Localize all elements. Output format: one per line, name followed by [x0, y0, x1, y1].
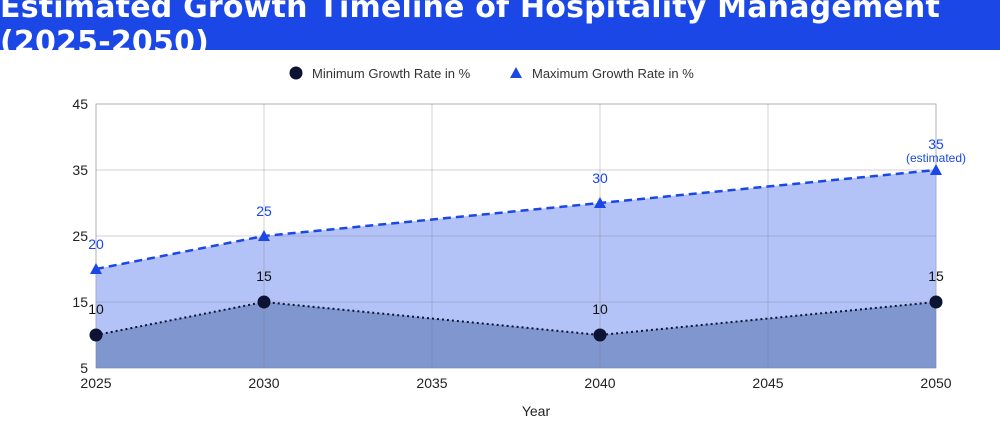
max-growth-point	[258, 230, 270, 241]
max-growth-line	[95, 168, 937, 271]
max-growth-data-label: 20	[88, 236, 104, 252]
max-growth-point	[594, 197, 606, 208]
x-tick-label: 2045	[752, 375, 783, 391]
x-axis-title: Year	[522, 403, 551, 419]
y-tick-label: 35	[72, 162, 88, 178]
legend-min-marker	[289, 66, 303, 80]
min-growth-point	[257, 295, 271, 309]
min-growth-data-label: 15	[256, 268, 272, 284]
y-tick-label: 25	[72, 228, 88, 244]
max-growth-point	[930, 164, 942, 175]
x-tick-label: 2035	[416, 375, 447, 391]
min-growth-data-label: 10	[88, 301, 104, 317]
x-tick-label: 2025	[80, 375, 111, 391]
min-growth-area	[96, 302, 936, 368]
title-bar: Estimated Growth Timeline of Hospitality…	[0, 0, 1000, 60]
legend-max-marker	[510, 67, 522, 78]
min-growth-point	[593, 328, 607, 342]
min-growth-data-label: 15	[928, 268, 944, 284]
max-growth-data-label: 25	[256, 203, 272, 219]
x-tick-label: 2050	[920, 375, 951, 391]
max-growth-point	[90, 263, 102, 274]
x-tick-label: 2030	[248, 375, 279, 391]
chart-title: Estimated Growth Timeline of Hospitality…	[0, 0, 940, 60]
min-growth-point	[929, 295, 943, 309]
min-growth-line	[95, 300, 937, 337]
x-tick-label: 2040	[584, 375, 615, 391]
y-tick-label: 5	[80, 360, 88, 376]
legend-max-label: Maximum Growth Rate in %	[532, 66, 694, 81]
max-growth-data-label: 30	[592, 170, 608, 186]
y-tick-label: 15	[72, 294, 88, 310]
min-growth-point	[89, 328, 103, 342]
max-growth-data-label: 35	[928, 136, 944, 152]
min-growth-data-label: 10	[592, 301, 608, 317]
max-growth-data-note: (estimated)	[906, 151, 966, 165]
legend-min-label: Minimum Growth Rate in %	[312, 66, 471, 81]
y-tick-label: 45	[72, 96, 88, 112]
